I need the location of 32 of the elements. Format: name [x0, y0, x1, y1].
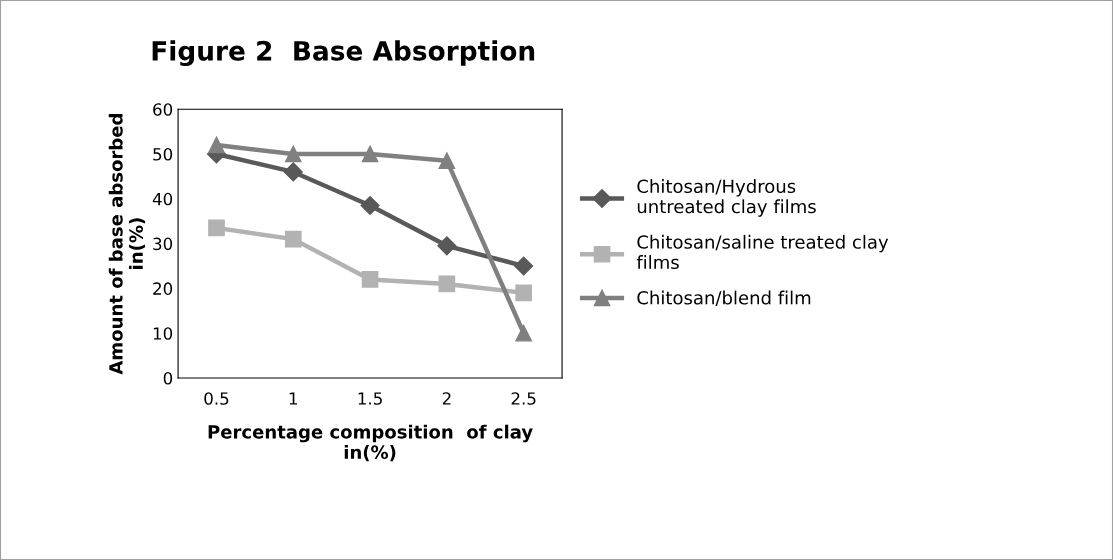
x-tick-label: 0.5: [204, 392, 229, 405]
point: [208, 136, 225, 154]
y-tick-label: 40: [152, 192, 173, 206]
chart-title: Figure 2 Base Absorption: [152, 40, 535, 67]
point: [438, 275, 456, 293]
point: [360, 195, 380, 216]
y-tick-label: 50: [153, 147, 173, 161]
y-tick-label: 10: [153, 327, 173, 340]
y-tick-label: 60: [153, 103, 173, 116]
y-tick-label: 0: [163, 371, 173, 385]
point: [514, 256, 534, 276]
y-tick-label: 30: [153, 237, 173, 251]
y-tick-label: 20: [153, 282, 173, 295]
point: [515, 284, 533, 302]
y-axis-title: Amount of base absorbed in(%): [108, 114, 146, 375]
point: [361, 271, 379, 288]
legend-label: Chitosan/blend film: [637, 290, 811, 307]
x-tick-label: 2: [442, 392, 451, 405]
x-tick-label: 2.5: [511, 392, 536, 405]
point: [361, 145, 379, 163]
point: [284, 230, 302, 248]
point: [437, 236, 457, 256]
legend-label: Chitosan/Hydrous untreated clay films: [637, 179, 816, 217]
point: [283, 162, 303, 182]
legend-label: Chitosan/saline treated clay films: [636, 234, 889, 270]
x-tick-label: 1.5: [358, 392, 382, 405]
point: [515, 324, 533, 342]
point: [208, 219, 225, 237]
x-tick-label: 1: [289, 392, 298, 405]
point: [438, 152, 456, 170]
x-axis-title: Percentage composition of clay in(%): [208, 424, 533, 462]
point: [284, 145, 302, 163]
